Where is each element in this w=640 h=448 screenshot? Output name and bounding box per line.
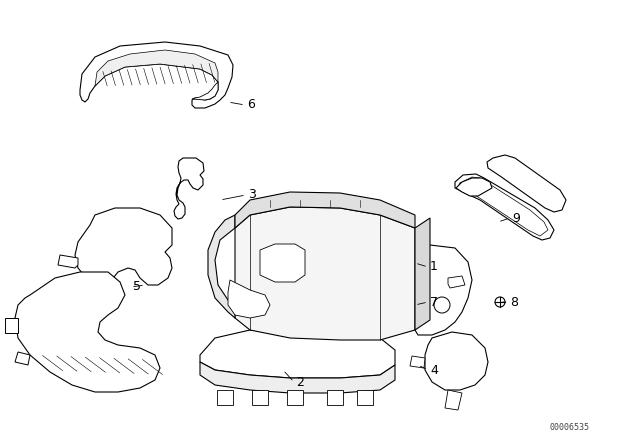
Polygon shape	[15, 352, 30, 365]
Polygon shape	[192, 82, 218, 100]
Polygon shape	[208, 215, 235, 318]
Text: 5: 5	[133, 280, 141, 293]
Polygon shape	[425, 332, 488, 390]
Polygon shape	[357, 390, 373, 405]
Text: 4: 4	[430, 363, 438, 376]
Polygon shape	[95, 50, 218, 86]
Polygon shape	[487, 155, 566, 212]
Polygon shape	[456, 178, 492, 196]
Polygon shape	[235, 192, 415, 228]
Polygon shape	[287, 390, 303, 405]
Text: 9: 9	[512, 211, 520, 224]
Polygon shape	[252, 390, 268, 405]
Polygon shape	[455, 174, 554, 240]
Polygon shape	[80, 42, 233, 108]
Polygon shape	[75, 208, 172, 285]
Polygon shape	[200, 362, 395, 393]
Polygon shape	[5, 318, 18, 333]
Polygon shape	[228, 280, 270, 318]
Text: 7: 7	[430, 296, 438, 309]
Text: 2: 2	[296, 375, 304, 388]
Text: 8: 8	[510, 296, 518, 309]
Text: 3: 3	[248, 189, 256, 202]
Circle shape	[434, 297, 450, 313]
Polygon shape	[15, 272, 160, 392]
Polygon shape	[448, 276, 465, 288]
Text: 00006535: 00006535	[550, 423, 590, 432]
Polygon shape	[235, 207, 415, 340]
Polygon shape	[327, 390, 343, 405]
Polygon shape	[415, 218, 430, 330]
Polygon shape	[410, 356, 425, 368]
Polygon shape	[445, 390, 462, 410]
Polygon shape	[174, 158, 204, 219]
Text: 1: 1	[430, 260, 438, 273]
Circle shape	[495, 297, 505, 307]
Text: 6: 6	[247, 99, 255, 112]
Polygon shape	[200, 330, 395, 378]
Polygon shape	[217, 390, 233, 405]
Polygon shape	[415, 245, 472, 335]
Polygon shape	[58, 255, 78, 268]
Polygon shape	[260, 244, 305, 282]
